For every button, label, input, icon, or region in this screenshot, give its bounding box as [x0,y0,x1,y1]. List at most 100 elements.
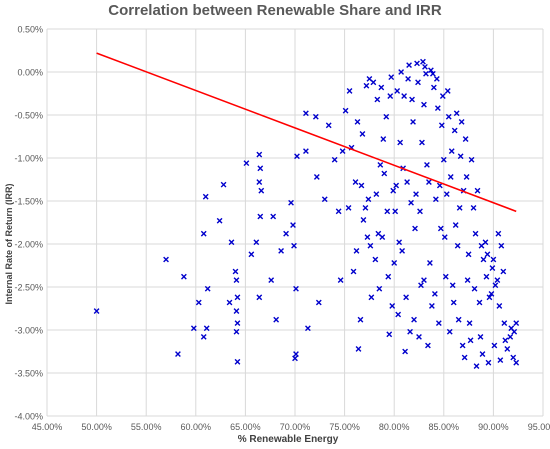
data-point-marker [366,75,373,82]
data-point-marker [402,348,409,355]
data-point-marker [409,96,415,103]
data-point-marker [464,277,471,284]
data-point-marker [204,285,211,292]
data-point-marker [294,153,300,160]
data-point-marker [234,320,241,327]
data-point-marker [510,354,517,361]
data-point-marker [350,268,357,275]
y-tick-label: -2.00% [14,240,43,250]
data-point-marker [175,351,181,357]
data-point-marker [410,118,416,125]
data-point-marker [438,122,445,129]
data-point-marker [292,355,298,362]
y-tick-label: -3.50% [14,369,43,379]
data-point-marker [385,273,392,280]
data-point-marker [498,242,505,249]
data-point-marker [468,156,475,163]
data-point-marker [416,333,422,340]
data-point-marker [377,161,384,168]
data-point-marker [268,277,275,284]
data-point-marker [466,320,473,327]
data-point-marker [368,294,375,301]
data-point-marker [386,331,393,338]
data-point-marker [200,333,207,340]
x-tick-labels: 45.00% 50.00% 55.00% 60.00% 65.00% 70.00% 75.0… [32,422,550,432]
data-point-marker [437,225,444,232]
data-point-marker [398,69,405,75]
data-point-marker [470,204,477,211]
data-point-marker [407,328,413,335]
data-point-marker [406,62,412,69]
data-point-marker [501,320,508,327]
data-point-marker [411,316,417,323]
data-point-marker [440,156,447,163]
trendline-layer [96,52,517,213]
data-point-marker [163,256,169,263]
data-point-marker [454,242,461,249]
data-point-marker [388,74,395,81]
data-point-marker [513,320,520,327]
data-point-marker [492,282,499,289]
data-point-marker [378,84,385,91]
data-point-marker [331,156,338,163]
data-point-marker [472,230,479,237]
y-tick-label: 0.00% [17,68,43,78]
data-point-marker [399,247,406,254]
data-point-marker [181,273,187,280]
data-point-marker [426,179,432,185]
data-point-marker [467,337,474,344]
data-point-marker [434,105,441,112]
data-point-marker [339,148,346,155]
data-point-marker [312,113,319,120]
data-point-marker [391,260,398,266]
data-point-marker [380,136,387,142]
data-point-marker [283,230,289,237]
data-point-marker [335,208,342,215]
data-point-marker [477,333,484,340]
data-point-marker [389,303,396,309]
data-point-marker [462,136,469,142]
data-point-marker [431,290,438,297]
data-point-marker [93,308,100,314]
data-point-marker [234,358,241,365]
data-point-marker [383,113,390,120]
data-point-marker [474,187,481,194]
x-tick-label: 70.00% [280,422,311,432]
data-point-marker [394,88,401,94]
data-point-marker [461,354,468,361]
data-point-marker [337,277,344,284]
data-point-marker [423,70,429,77]
data-point-marker [502,337,509,344]
y-tick-label: 0.50% [17,25,43,35]
y-axis-title: Internal Rate of Return (IRR) [4,183,14,304]
data-point-marker [363,82,370,89]
data-point-marker [381,170,388,177]
data-point-marker [452,222,459,228]
trendline [96,52,517,213]
data-point-marker [424,161,430,168]
data-point-marker [278,247,285,254]
data-point-marker [447,174,454,180]
data-point-marker [321,196,328,203]
data-point-marker [414,60,420,67]
data-point-marker [395,311,402,318]
data-point-marker [443,191,450,198]
y-tick-label: -1.50% [14,197,43,207]
data-point-marker [354,118,361,125]
data-point-marker [357,316,364,323]
data-point-marker [491,342,498,349]
data-point-marker [203,325,210,332]
x-axis-title: % Renewable Energy [238,434,339,445]
data-point-marker [396,239,403,246]
data-point-marker [453,110,460,117]
data-point-marker [403,294,409,301]
data-point-marker [442,273,449,280]
y-tick-label: -3.00% [14,326,43,336]
data-point-marker [367,242,374,249]
data-point-marker [376,285,383,292]
data-point-marker [471,285,478,292]
x-tick-label: 50.00% [81,422,112,432]
data-point-marker [290,222,296,228]
data-point-marker [496,303,503,309]
